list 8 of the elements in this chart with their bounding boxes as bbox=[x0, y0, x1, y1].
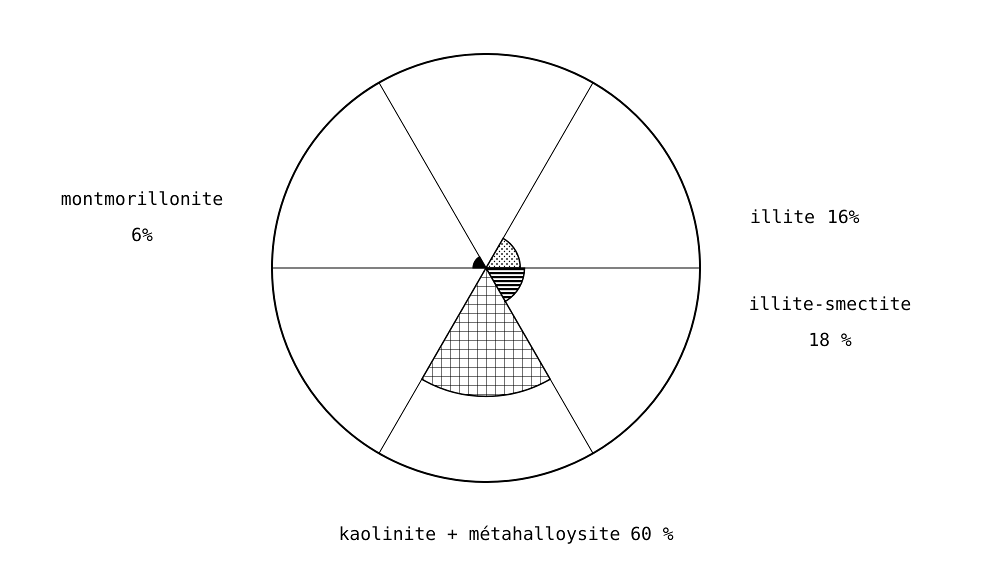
data-label: 60 % bbox=[630, 524, 674, 545]
data-label: 6% bbox=[131, 225, 153, 246]
data-label: 16% bbox=[827, 207, 860, 228]
category-label: kaolinite + métahalloysite bbox=[338, 524, 620, 545]
category-label: illite-smectite bbox=[748, 294, 912, 315]
category-label: illite bbox=[750, 207, 816, 228]
data-label: 18 % bbox=[808, 330, 852, 351]
category-label: montmorillonite bbox=[60, 189, 224, 210]
